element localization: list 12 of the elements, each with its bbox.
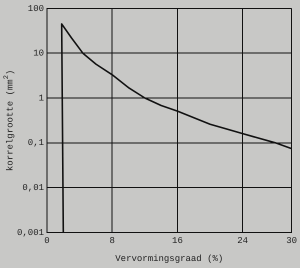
x-tick-label: 30 bbox=[286, 236, 298, 246]
x-tick-label: 16 bbox=[172, 236, 183, 246]
x-tick-label: 8 bbox=[110, 236, 115, 246]
y-tick-label: 0,001 bbox=[16, 228, 44, 238]
y-tick-label: 10 bbox=[33, 48, 44, 59]
y-tick-label: 1 bbox=[38, 93, 44, 104]
y-tick-label: 0,1 bbox=[28, 138, 44, 148]
y-tick-label: 0,01 bbox=[22, 182, 44, 193]
x-axis-title: Vervormingsgraad (%) bbox=[115, 254, 224, 264]
y-tick-label: 100 bbox=[28, 4, 44, 14]
x-tick-label: 24 bbox=[237, 236, 248, 246]
x-tick-label: 0 bbox=[44, 236, 50, 246]
